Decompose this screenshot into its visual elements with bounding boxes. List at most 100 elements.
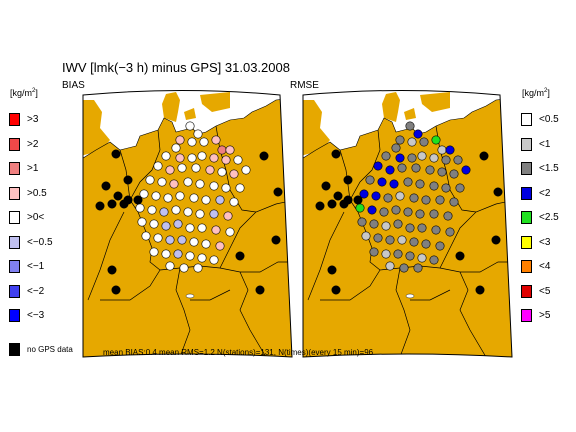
station-marker (209, 255, 219, 265)
station-marker (171, 143, 181, 153)
station-marker (161, 151, 171, 161)
station-marker (229, 197, 239, 207)
no-data-swatch (9, 343, 20, 356)
rmse-legend-item: <1 (521, 137, 550, 152)
station-marker (161, 249, 171, 259)
bias-legend-swatch (9, 284, 20, 298)
rmse-legend-swatch (521, 260, 532, 273)
station-marker (209, 181, 219, 191)
island-landmass (184, 108, 196, 120)
station-marker (193, 263, 203, 273)
station-marker (195, 179, 205, 189)
station-marker (135, 203, 145, 213)
country-border (239, 271, 267, 357)
station-marker (185, 121, 195, 131)
rmse-legend-item: <4 (521, 259, 550, 274)
station-marker (395, 153, 405, 163)
station-marker (371, 191, 381, 201)
station-marker (369, 247, 379, 257)
station-marker (441, 183, 451, 193)
rmse-map-panel (302, 90, 513, 358)
station-marker (397, 163, 407, 173)
station-marker (365, 175, 375, 185)
sweden-landmass (420, 92, 450, 112)
bias-legend-item: <−3 (9, 308, 44, 323)
bias-legend-swatch (9, 309, 20, 322)
station-marker (171, 205, 181, 215)
rmse-legend-item: <2.5 (521, 210, 559, 225)
station-marker (157, 177, 167, 187)
station-marker (435, 195, 445, 205)
station-marker (183, 177, 193, 187)
station-markers (315, 121, 503, 295)
country-border (87, 211, 125, 301)
station-marker (413, 263, 423, 273)
bias-legend-label: <−0.5 (27, 236, 53, 248)
station-marker (159, 207, 169, 217)
rmse-legend-label: <4 (539, 261, 551, 272)
no-data-station (343, 175, 353, 185)
station-marker (139, 189, 149, 199)
station-markers (95, 121, 283, 295)
rmse-legend-swatch (521, 162, 532, 175)
no-data-station (493, 187, 503, 197)
rmse-legend-label: <3 (539, 236, 551, 248)
station-marker (407, 137, 417, 147)
station-marker (191, 163, 201, 173)
bias-legend-swatch (9, 113, 20, 126)
bias-legend-item: <−1 (9, 259, 44, 274)
station-marker (403, 207, 413, 217)
station-marker (225, 145, 235, 155)
station-marker (215, 195, 225, 205)
no-data-station (315, 201, 325, 211)
station-marker (419, 137, 429, 147)
station-marker (409, 193, 419, 203)
country-border (190, 289, 231, 301)
station-marker (437, 167, 447, 177)
no-data-station (353, 195, 363, 205)
rmse-legend-item: <5 (521, 284, 550, 299)
country-border (395, 267, 411, 357)
rmse-legend-label: <5 (539, 285, 551, 297)
station-marker (417, 223, 427, 233)
rmse-legend-swatch (521, 235, 532, 249)
rmse-legend-label: <1.5 (539, 163, 559, 174)
station-marker (205, 165, 215, 175)
station-marker (225, 227, 235, 237)
station-marker (221, 183, 231, 193)
station-marker (233, 155, 243, 165)
bias-legend-swatch (9, 162, 20, 175)
no-data-station (107, 199, 117, 209)
figure-title: IWV [lmk(−3 h) minus GPS] 31.03.2008 (62, 60, 290, 75)
station-marker (415, 209, 425, 219)
country-border (100, 269, 161, 301)
station-marker (429, 255, 439, 265)
station-marker (145, 175, 155, 185)
station-marker (165, 165, 175, 175)
station-marker (399, 263, 409, 273)
station-marker (177, 163, 187, 173)
station-marker (453, 155, 463, 165)
station-marker (187, 137, 197, 147)
no-data-station (119, 199, 129, 209)
station-marker (195, 209, 205, 219)
lake (185, 293, 195, 299)
station-marker (193, 129, 203, 139)
station-marker (235, 183, 245, 193)
no-data-station (123, 175, 133, 185)
no-data-station (491, 235, 501, 245)
no-data-station (235, 251, 245, 261)
station-marker (197, 151, 207, 161)
bias-legend-swatch (9, 235, 20, 249)
station-marker (397, 235, 407, 245)
station-marker (415, 179, 425, 189)
station-marker (393, 219, 403, 229)
station-marker (185, 251, 195, 261)
bias-legend-label: <−1 (27, 261, 45, 272)
station-marker (373, 161, 383, 171)
no-data-station (255, 285, 265, 295)
station-marker (409, 237, 419, 247)
station-marker (367, 205, 377, 215)
rmse-legend-item: <3 (521, 235, 550, 250)
station-marker (173, 249, 183, 259)
